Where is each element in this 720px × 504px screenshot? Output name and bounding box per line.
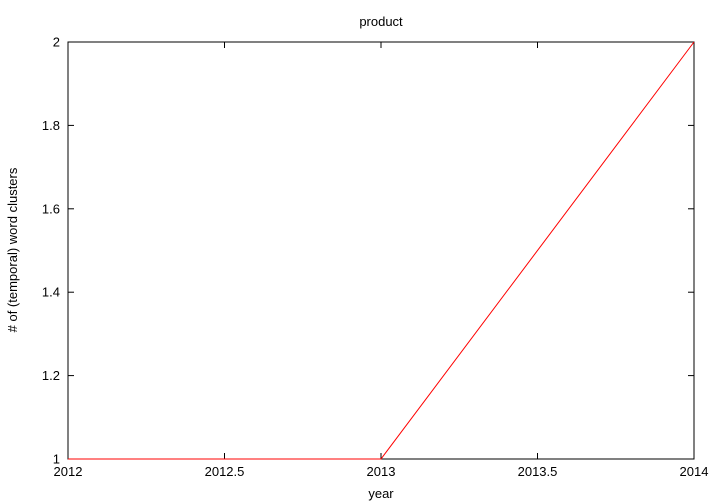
y-tick-label: 1 bbox=[53, 452, 60, 467]
y-tick-label: 2 bbox=[53, 35, 60, 50]
x-tick-label: 2013 bbox=[367, 464, 396, 479]
x-tick-label: 2013.5 bbox=[518, 464, 558, 479]
y-axis-label: # of (temporal) word clusters bbox=[5, 167, 20, 332]
x-tick-label: 2014 bbox=[680, 464, 709, 479]
y-tick-label: 1.4 bbox=[42, 285, 60, 300]
y-tick-label: 1.8 bbox=[42, 118, 60, 133]
x-tick-label: 2012.5 bbox=[205, 464, 245, 479]
chart-title: product bbox=[359, 14, 403, 29]
series-layer bbox=[68, 41, 695, 460]
series-line bbox=[68, 41, 695, 460]
y-tick-label: 1.6 bbox=[42, 201, 60, 216]
y-ticks: 1 1.2 1.4 1.6 1.8 2 bbox=[42, 35, 694, 467]
y-tick-label: 1.2 bbox=[42, 368, 60, 383]
x-axis-label: year bbox=[368, 486, 394, 501]
x-ticks: 2012 2012.5 2013 2013.5 2014 bbox=[54, 42, 709, 479]
x-tick-label: 2012 bbox=[54, 464, 83, 479]
plot-area bbox=[67, 41, 695, 460]
